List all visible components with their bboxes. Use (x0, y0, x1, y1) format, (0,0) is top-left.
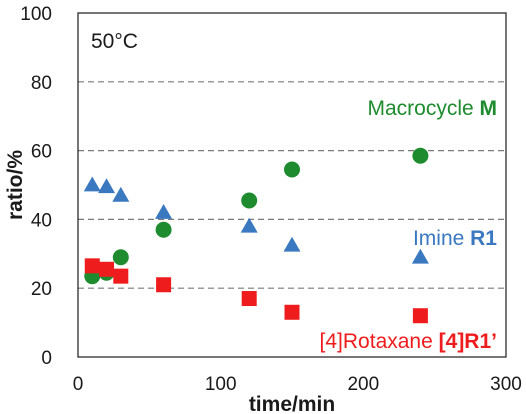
rotaxane-point-6 (284, 304, 300, 320)
x-tick-label-100: 100 (205, 374, 237, 395)
imine-point-1 (83, 176, 101, 192)
gridlines (78, 81, 506, 289)
y-axis-title: ratio/% (4, 150, 27, 220)
imine-point-6 (283, 236, 301, 252)
axis-ticks: 0 20 40 60 80 100 0 100 200 300 (20, 4, 522, 395)
imine-point-2 (98, 178, 116, 194)
imine-point-3 (112, 186, 130, 202)
macrocycle-point-7 (412, 147, 429, 164)
x-tick-label-300: 300 (490, 374, 522, 395)
imine-label-text: Imine (413, 227, 470, 250)
imine-series-label: Imine R1 (413, 227, 497, 250)
x-tick-label-0: 0 (73, 374, 84, 395)
rotaxane-label-bold: [4]R1’ (439, 330, 497, 353)
imine-label-bold: R1 (470, 227, 497, 250)
rotaxane-point-2 (99, 261, 115, 277)
imine-point-4 (155, 204, 173, 219)
rotaxane-point-5 (241, 291, 257, 307)
rotaxane-point-1 (84, 258, 100, 274)
y-tick-label-20: 20 (31, 279, 52, 300)
y-tick-label-0: 0 (41, 348, 52, 369)
y-tick-label-80: 80 (31, 73, 52, 94)
y-tick-label-60: 60 (31, 142, 52, 163)
plot-frame (77, 12, 507, 358)
y-tick-label-40: 40 (31, 210, 52, 231)
rotaxane-point-7 (412, 308, 428, 324)
x-axis-title: time/min (249, 393, 335, 414)
imine-point-5 (240, 217, 258, 233)
macrocycle-series-label: Macrocycle M (367, 97, 497, 120)
x-tick-label-200: 200 (347, 374, 379, 395)
rotaxane-point-3 (113, 268, 129, 284)
macrocycle-point-3 (112, 249, 129, 266)
rotaxane-point-4 (156, 277, 172, 293)
macrocycle-point-5 (241, 192, 258, 209)
y-tick-label-100: 100 (20, 4, 52, 25)
macrocycle-point-6 (284, 161, 300, 178)
data-points (83, 147, 429, 324)
imine-point-7 (411, 248, 429, 264)
macrocycle-label-text: Macrocycle (367, 97, 479, 120)
rotaxane-series-label: [4]Rotaxane [4]R1’ (320, 330, 497, 353)
rotaxane-label-text: [4]Rotaxane (320, 330, 439, 353)
macrocycle-point-4 (155, 221, 172, 238)
temperature-label: 50°C (91, 30, 138, 53)
macrocycle-label-bold: M (480, 97, 498, 120)
